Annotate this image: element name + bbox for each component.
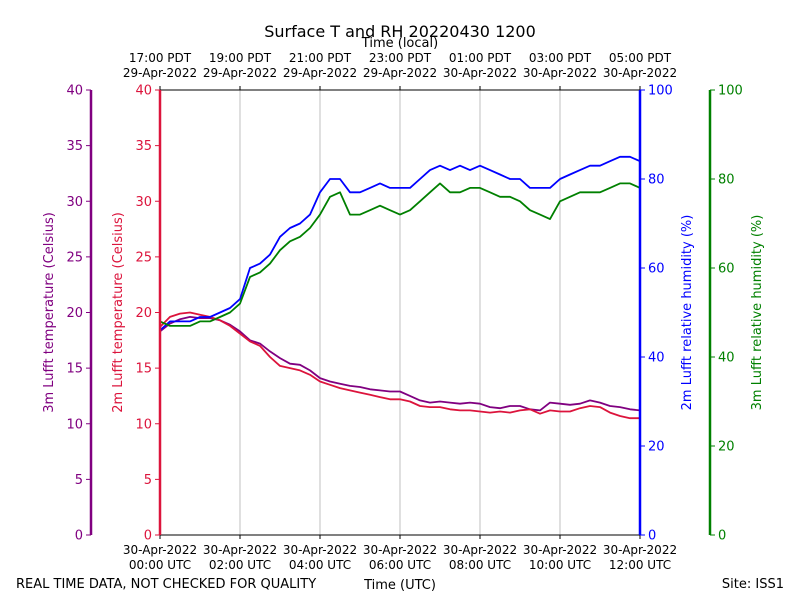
y-tick-label-rh2m: 100 [648, 84, 673, 99]
footer-quality-note: REAL TIME DATA, NOT CHECKED FOR QUALITY [16, 577, 316, 592]
top-tick-time-label: 17:00 PDT [129, 51, 192, 65]
y-tick-label-rh3m: 20 [718, 440, 735, 455]
series-line-t3m [159, 315, 641, 412]
y-tick-label-t3m: 20 [66, 306, 83, 321]
x-tick-date-label: 30-Apr-2022 [283, 543, 357, 557]
y-tick-label-rh2m: 80 [648, 173, 665, 188]
y-axis-label-rh3m: 3m Lufft relative humidity (%) [750, 215, 765, 411]
y-tick-label-t3m: 40 [66, 84, 83, 99]
footer-site-label: Site: ISS1 [722, 577, 784, 592]
x-tick-date-label: 30-Apr-2022 [363, 543, 437, 557]
top-tick-date-label: 29-Apr-2022 [363, 66, 437, 80]
y-tick-label-t3m: 25 [66, 250, 83, 265]
series-line-t2m [159, 311, 640, 420]
top-tick-date-label: 29-Apr-2022 [283, 66, 357, 80]
x-tick-time-label: 08:00 UTC [449, 558, 511, 572]
y-tick-label-t3m: 35 [66, 139, 83, 154]
x-tick-time-label: 02:00 UTC [209, 558, 271, 572]
x-tick-time-label: 10:00 UTC [529, 558, 591, 572]
x-tick-time-label: 04:00 UTC [289, 558, 351, 572]
y-tick-label-rh2m: 40 [648, 351, 665, 366]
y-tick-label-t2m: 0 [144, 529, 152, 544]
bottom-axis-label: Time (UTC) [363, 578, 436, 593]
top-tick-date-label: 29-Apr-2022 [203, 66, 277, 80]
top-tick-time-label: 19:00 PDT [209, 51, 272, 65]
top-axis-label: Time (local) [361, 36, 438, 51]
gridlines [239, 90, 561, 535]
top-tick-time-label: 03:00 PDT [529, 51, 592, 65]
x-tick-time-label: 00:00 UTC [129, 558, 191, 572]
top-tick-time-label: 21:00 PDT [289, 51, 352, 65]
y-tick-label-rh2m: 0 [648, 529, 656, 544]
series-line-rh3m [159, 182, 641, 327]
top-tick-date-label: 30-Apr-2022 [443, 66, 517, 80]
x-tick-date-label: 30-Apr-2022 [603, 543, 677, 557]
top-tick-date-label: 29-Apr-2022 [123, 66, 197, 80]
y-tick-label-t2m: 25 [135, 250, 152, 265]
y-tick-label-t3m: 10 [66, 417, 83, 432]
y-tick-label-rh3m: 80 [718, 173, 735, 188]
y-tick-label-t3m: 5 [75, 473, 83, 488]
chart-title: Surface T and RH 20220430 1200 [264, 22, 536, 41]
y-tick-label-rh2m: 20 [648, 440, 665, 455]
y-axis-label-t3m: 3m Lufft temperature (Celsius) [42, 212, 57, 413]
top-tick-date-label: 30-Apr-2022 [603, 66, 677, 80]
y-tick-label-t2m: 5 [144, 473, 152, 488]
y-tick-label-t3m: 15 [66, 362, 83, 377]
y-tick-label-rh2m: 60 [648, 262, 665, 277]
top-tick-time-label: 05:00 PDT [609, 51, 672, 65]
y-tick-label-rh3m: 100 [718, 84, 743, 99]
y-tick-label-t2m: 20 [135, 306, 152, 321]
series-layer [159, 155, 641, 420]
y-tick-label-t2m: 35 [135, 139, 152, 154]
x-tick-date-label: 30-Apr-2022 [443, 543, 517, 557]
y-axis-label-rh2m: 2m Lufft relative humidity (%) [680, 215, 695, 411]
top-tick-time-label: 23:00 PDT [369, 51, 432, 65]
y-tick-label-t2m: 15 [135, 362, 152, 377]
y-tick-label-rh3m: 0 [718, 529, 726, 544]
y-tick-label-t2m: 30 [135, 195, 152, 210]
y-tick-label-rh3m: 60 [718, 262, 735, 277]
top-tick-date-label: 30-Apr-2022 [523, 66, 597, 80]
x-tick-date-label: 30-Apr-2022 [523, 543, 597, 557]
y-tick-label-rh3m: 40 [718, 351, 735, 366]
x-tick-date-label: 30-Apr-2022 [123, 543, 197, 557]
y-tick-label-t3m: 0 [75, 529, 83, 544]
x-tick-date-label: 30-Apr-2022 [203, 543, 277, 557]
x-tick-time-label: 12:00 UTC [609, 558, 671, 572]
y-tick-label-t2m: 40 [135, 84, 152, 99]
top-tick-time-label: 01:00 PDT [449, 51, 512, 65]
x-tick-time-label: 06:00 UTC [369, 558, 431, 572]
y-tick-label-t3m: 30 [66, 195, 83, 210]
y-tick-label-t2m: 10 [135, 417, 152, 432]
y-axis-label-t2m: 2m Lufft temperature (Celsius) [111, 212, 126, 413]
series-line-rh2m [159, 155, 641, 331]
